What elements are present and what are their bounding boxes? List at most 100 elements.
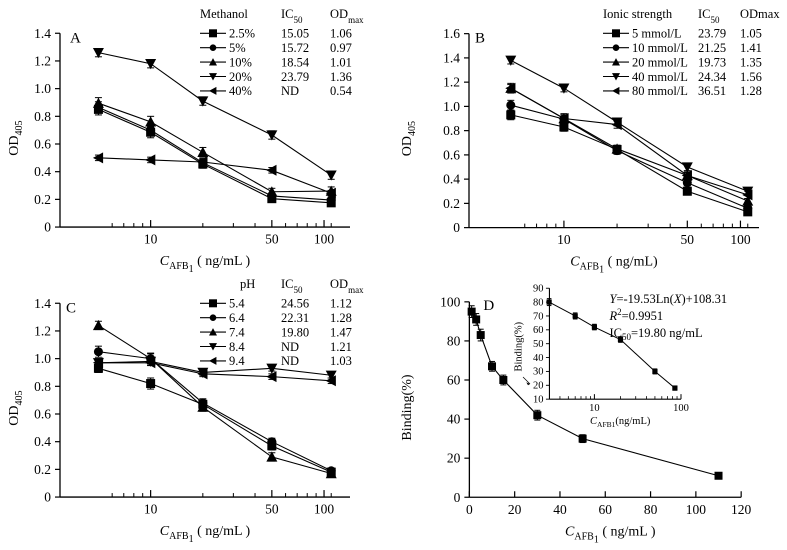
svg-text:0: 0 [44, 220, 51, 235]
svg-text:1.28: 1.28 [330, 311, 352, 325]
svg-text:1.03: 1.03 [330, 354, 352, 368]
svg-text:R2=0.9951: R2=0.9951 [609, 307, 664, 323]
svg-text:Ionic strength: Ionic strength [603, 7, 673, 21]
svg-text:C: C [66, 300, 76, 316]
svg-text:100: 100 [314, 502, 335, 517]
svg-text:0.4: 0.4 [443, 172, 460, 187]
svg-text:15.05: 15.05 [281, 27, 309, 41]
svg-text:1.4: 1.4 [34, 296, 51, 311]
svg-text:1.6: 1.6 [443, 26, 460, 41]
svg-text:0: 0 [453, 220, 460, 235]
svg-text:ND: ND [281, 84, 299, 98]
svg-text:ODmax: ODmax [330, 277, 364, 295]
svg-text:IC50: IC50 [281, 277, 303, 295]
svg-text:24.56: 24.56 [281, 297, 309, 311]
svg-text:8.4: 8.4 [229, 340, 245, 354]
svg-text:20: 20 [447, 451, 461, 466]
svg-text:30: 30 [533, 367, 544, 378]
svg-text:1.2: 1.2 [34, 53, 51, 68]
svg-text:0.4: 0.4 [34, 164, 51, 179]
svg-text:Y=-19.53Ln(X)+108.31: Y=-19.53Ln(X)+108.31 [610, 292, 728, 306]
svg-text:60: 60 [533, 325, 544, 336]
svg-text:0.8: 0.8 [443, 123, 460, 138]
svg-text:100: 100 [686, 502, 707, 517]
svg-text:1.06: 1.06 [330, 27, 352, 41]
svg-text:10%: 10% [229, 55, 252, 69]
svg-text:5%: 5% [229, 41, 246, 55]
svg-text:1.0: 1.0 [34, 81, 51, 96]
svg-text:50: 50 [681, 232, 695, 247]
svg-text:18.54: 18.54 [281, 55, 310, 69]
svg-text:22.31: 22.31 [281, 311, 309, 325]
svg-text:0.6: 0.6 [34, 407, 51, 422]
svg-text:IC50: IC50 [698, 7, 720, 25]
svg-text:Binding(%): Binding(%) [400, 374, 415, 440]
svg-text:ODmax: ODmax [330, 7, 364, 25]
svg-text:50: 50 [265, 502, 279, 517]
svg-text:100: 100 [673, 403, 689, 414]
svg-text:10: 10 [557, 232, 571, 247]
svg-text:ND: ND [281, 340, 299, 354]
svg-text:ND: ND [281, 354, 299, 368]
svg-text:20: 20 [533, 381, 544, 392]
svg-text:0.6: 0.6 [443, 147, 460, 162]
svg-text:90: 90 [533, 284, 544, 295]
svg-text:24.34: 24.34 [698, 70, 727, 84]
svg-text:B: B [475, 31, 485, 47]
svg-text:1.0: 1.0 [443, 99, 460, 114]
svg-text:80 mmol/L: 80 mmol/L [632, 84, 688, 98]
svg-text:1.21: 1.21 [330, 340, 352, 354]
svg-text:0.2: 0.2 [443, 196, 460, 211]
svg-text:20 mmol/L: 20 mmol/L [632, 55, 688, 69]
svg-text:120: 120 [731, 502, 752, 517]
svg-text:40: 40 [533, 353, 544, 364]
svg-text:1.41: 1.41 [740, 41, 762, 55]
svg-text:5 mmol/L: 5 mmol/L [632, 27, 682, 41]
svg-text:23.79: 23.79 [281, 70, 309, 84]
svg-text:20: 20 [508, 502, 522, 517]
svg-text:0.8: 0.8 [34, 379, 51, 394]
svg-text:IC50: IC50 [281, 7, 303, 25]
svg-text:0.97: 0.97 [330, 41, 352, 55]
svg-text:0.54: 0.54 [330, 84, 353, 98]
svg-text:21.25: 21.25 [698, 41, 726, 55]
svg-text:5.4: 5.4 [229, 297, 245, 311]
svg-text:CAFB1 ( ng/mL ): CAFB1 ( ng/mL ) [565, 524, 656, 545]
svg-text:10: 10 [533, 394, 544, 405]
svg-text:Methanol: Methanol [200, 7, 248, 21]
svg-text:1.28: 1.28 [740, 84, 762, 98]
svg-text:0.2: 0.2 [34, 462, 51, 477]
svg-text:10 mmol/L: 10 mmol/L [632, 41, 688, 55]
svg-text:15.72: 15.72 [281, 41, 309, 55]
svg-text:0.2: 0.2 [34, 192, 51, 207]
svg-text:20%: 20% [229, 70, 252, 84]
svg-text:Binding(%): Binding(%) [513, 321, 524, 371]
svg-text:60: 60 [599, 502, 613, 517]
svg-text:50: 50 [265, 232, 279, 247]
svg-text:60: 60 [447, 373, 461, 388]
svg-text:40: 40 [447, 412, 461, 427]
svg-text:50: 50 [533, 339, 544, 350]
svg-text:CAFB1 ( ng/mL ): CAFB1 ( ng/mL ) [160, 524, 251, 545]
svg-text:80: 80 [533, 297, 544, 308]
svg-text:1.35: 1.35 [740, 55, 762, 69]
svg-text:0.8: 0.8 [34, 109, 51, 124]
svg-text:1.36: 1.36 [330, 70, 352, 84]
svg-text:1.2: 1.2 [443, 75, 460, 90]
svg-text:1.01: 1.01 [330, 55, 352, 69]
svg-text:A: A [70, 30, 81, 46]
svg-text:0: 0 [454, 490, 461, 505]
svg-text:7.4: 7.4 [229, 325, 245, 339]
svg-text:OD405: OD405 [400, 121, 418, 156]
svg-text:36.51: 36.51 [698, 84, 726, 98]
svg-text:1.0: 1.0 [34, 351, 51, 366]
svg-text:70: 70 [533, 311, 544, 322]
svg-text:40%: 40% [229, 84, 252, 98]
svg-text:40: 40 [553, 502, 567, 517]
svg-text:CAFB1(ng/mL): CAFB1(ng/mL) [590, 416, 651, 429]
svg-text:0.6: 0.6 [34, 137, 51, 152]
svg-text:0: 0 [466, 502, 473, 517]
svg-text:0: 0 [44, 490, 51, 505]
svg-text:IC50=19.80 ng/mL: IC50=19.80 ng/mL [610, 326, 703, 342]
svg-text:0.4: 0.4 [34, 434, 51, 449]
